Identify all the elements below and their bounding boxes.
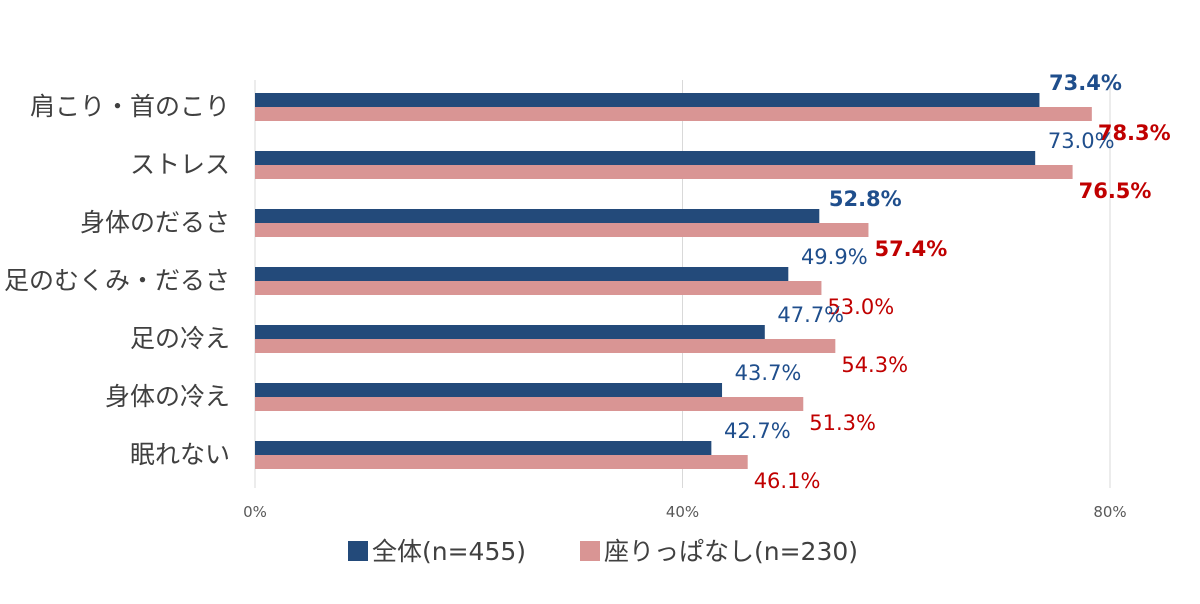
legend-label: 座りっぱなし(n=230)	[604, 537, 858, 566]
bar-overall	[255, 151, 1036, 165]
x-tick-label: 80%	[1093, 503, 1126, 521]
data-label: 73.4%	[1049, 71, 1122, 95]
data-label: 47.7%	[777, 303, 844, 327]
bar-overall	[255, 325, 765, 339]
bar-sitting	[255, 339, 836, 353]
data-label: 49.9%	[801, 245, 868, 269]
category-label: ストレス	[130, 150, 230, 179]
data-label: 43.7%	[735, 361, 802, 385]
bar-overall	[255, 441, 712, 455]
data-label: 51.3%	[809, 411, 876, 435]
bar-overall	[255, 93, 1040, 107]
bar-overall	[255, 267, 789, 281]
x-tick-label: 40%	[666, 503, 699, 521]
legend-swatch	[580, 541, 600, 561]
data-label: 46.1%	[754, 469, 821, 493]
bar-sitting	[255, 165, 1073, 179]
bar-sitting	[255, 397, 804, 411]
legend-label: 全体(n=455)	[372, 537, 526, 566]
bar-sitting	[255, 455, 748, 469]
category-label: 肩こり・首のこり	[30, 92, 230, 121]
data-label: 53.0%	[827, 295, 894, 319]
x-tick-label: 0%	[243, 503, 267, 521]
category-label: 身体のだるさ	[80, 208, 230, 237]
bar-overall	[255, 383, 723, 397]
data-label: 42.7%	[724, 419, 791, 443]
category-label: 眠れない	[130, 440, 230, 469]
bar-sitting	[255, 223, 869, 237]
bar-sitting	[255, 107, 1092, 121]
category-label: 足の冷え	[130, 324, 230, 353]
data-label: 57.4%	[874, 237, 947, 261]
data-label: 52.8%	[829, 187, 902, 211]
data-label: 54.3%	[841, 353, 908, 377]
data-label: 73.0%	[1048, 129, 1115, 153]
bar-sitting	[255, 281, 822, 295]
category-label: 身体の冷え	[105, 382, 230, 411]
data-label: 78.3%	[1098, 121, 1171, 145]
data-label: 76.5%	[1079, 179, 1152, 203]
category-label: 足のむくみ・だるさ	[4, 266, 230, 295]
legend-swatch	[348, 541, 368, 561]
bar-overall	[255, 209, 820, 223]
